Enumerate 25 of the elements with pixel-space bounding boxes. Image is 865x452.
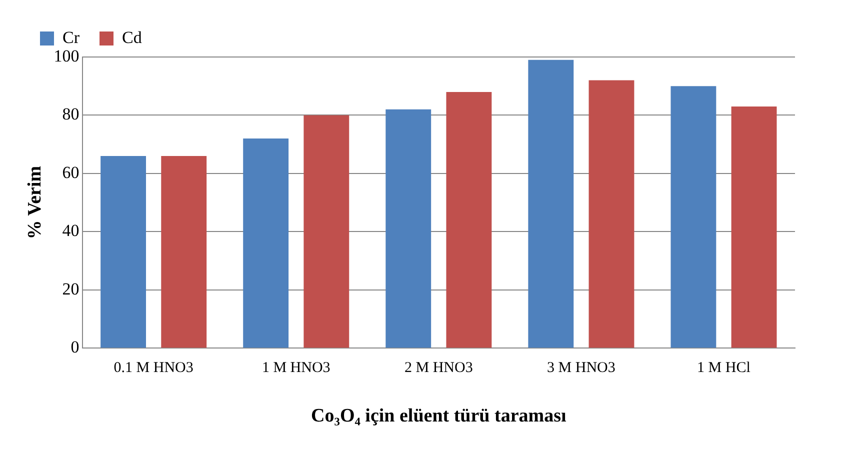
legend-label: Cr <box>62 28 80 47</box>
bar <box>731 106 777 348</box>
y-tick-label: 100 <box>54 46 80 66</box>
y-tick-label: 40 <box>62 221 80 240</box>
x-tick-label: 1 M HNO3 <box>262 360 330 376</box>
bar <box>161 156 207 348</box>
x-tick-label: 1 M HCl <box>697 360 750 376</box>
x-axis-title: Co₃O₄ için elüent türü taraması <box>311 406 566 427</box>
x-tick-label: 2 M HNO3 <box>404 360 473 376</box>
y-tick-label: 60 <box>62 162 80 182</box>
y-axis-title: % Verim <box>24 166 46 240</box>
bar <box>100 156 146 348</box>
bar <box>243 138 289 348</box>
bar <box>670 86 716 348</box>
bar <box>528 60 574 348</box>
bar <box>386 109 432 348</box>
y-tick-label: 80 <box>62 104 80 124</box>
bar <box>304 115 350 348</box>
x-tick-label: 3 M HNO3 <box>547 360 616 376</box>
y-tick-label: 20 <box>62 279 80 298</box>
x-tick-label: 0.1 M HNO3 <box>114 360 194 376</box>
y-tick-label: 0 <box>70 338 80 357</box>
legend-label: Cd <box>122 28 142 47</box>
bar <box>588 80 634 348</box>
bar <box>446 92 492 348</box>
